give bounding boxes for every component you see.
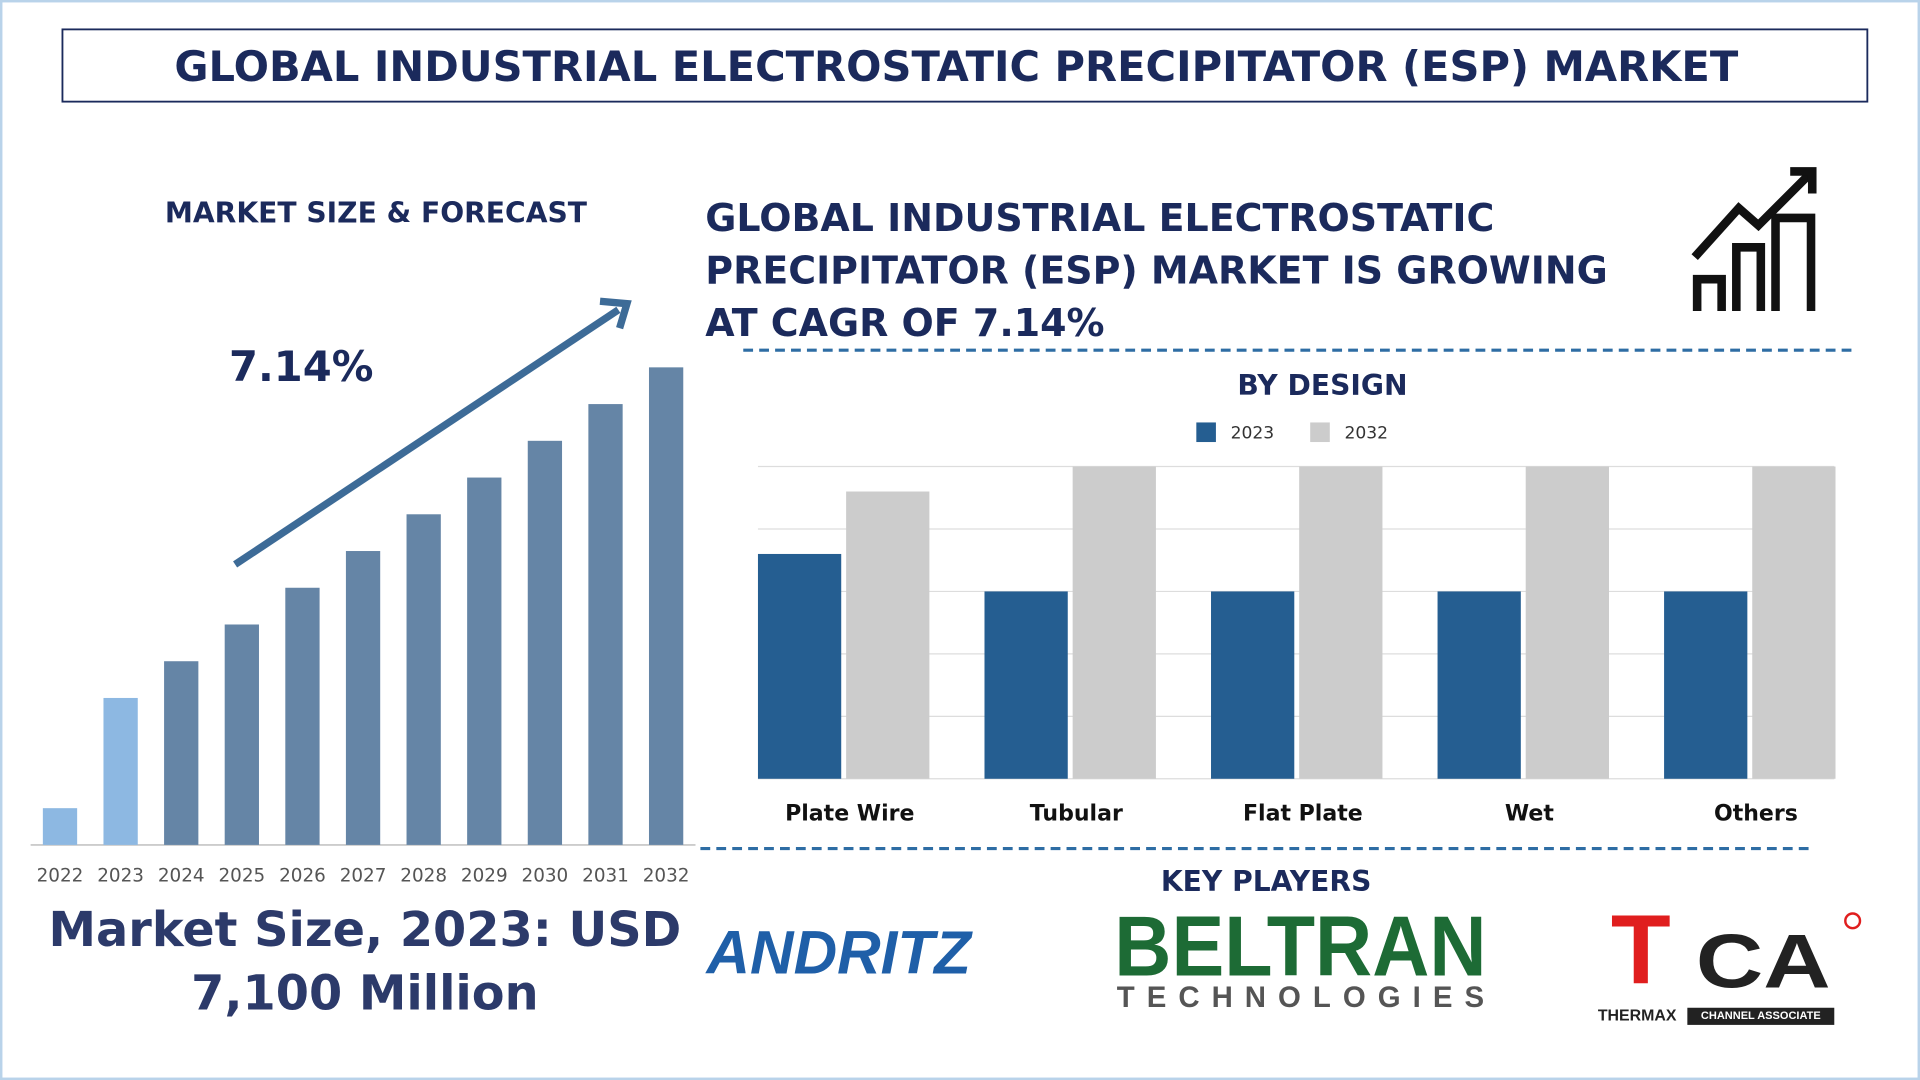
legend-label: 2032	[1344, 423, 1388, 443]
logo: CHANNEL ASSOCIATE	[1701, 1010, 1821, 1022]
bar	[224, 624, 259, 845]
legend-label: 2023	[1231, 423, 1275, 443]
bar	[103, 697, 138, 845]
bar	[648, 367, 684, 845]
bar	[345, 551, 381, 845]
forecast-heading: MARKET SIZE & FORECAST	[165, 196, 588, 229]
x-tick-label: Others	[1714, 801, 1798, 826]
x-tick-label: Wet	[1505, 801, 1554, 826]
x-tick-label: Tubular	[1030, 801, 1123, 826]
legend-swatch	[1310, 422, 1330, 443]
x-tick-label: 2025	[218, 866, 265, 887]
x-tick-label: 2024	[158, 866, 205, 887]
icon-bar	[1771, 213, 1816, 312]
icon-arrow-head	[1790, 167, 1817, 194]
x-tick-label: 2022	[37, 866, 84, 887]
bar	[42, 808, 78, 845]
logo-mark	[1844, 912, 1862, 930]
bar	[164, 661, 199, 845]
x-tick-label: Flat Plate	[1243, 801, 1363, 826]
bar	[406, 514, 441, 845]
logo: BELTRAN	[1114, 898, 1486, 994]
bar	[1211, 591, 1295, 779]
bar	[1299, 466, 1383, 779]
growth-icon	[1691, 167, 1817, 312]
bar	[1072, 466, 1156, 779]
icon-arrow	[1691, 170, 1813, 261]
x-tick-label: 2029	[461, 866, 508, 887]
bar	[588, 404, 623, 845]
icon-bar	[1692, 274, 1726, 312]
bar	[846, 491, 930, 779]
growth-statement: PRECIPITATOR (ESP) MARKET IS GROWING	[705, 249, 1607, 293]
x-tick-label: 2032	[643, 866, 690, 887]
title: GLOBAL INDUSTRIAL ELECTROSTATIC PRECIPIT…	[174, 42, 1739, 91]
bar	[984, 591, 1068, 779]
bar	[1525, 466, 1609, 779]
logo-bar	[1687, 1007, 1835, 1025]
market-size: 7,100 Million	[191, 967, 538, 1022]
title-box	[61, 28, 1869, 103]
key-players-heading: KEY PLAYERS	[1161, 865, 1371, 898]
icon-bar	[1732, 243, 1766, 312]
legend-swatch	[1196, 422, 1216, 443]
growth-statement: GLOBAL INDUSTRIAL ELECTROSTATIC	[705, 196, 1494, 240]
x-tick-label: 2028	[400, 866, 447, 887]
x-tick-label: 2026	[279, 866, 326, 887]
x-tick-label: 2031	[582, 866, 629, 887]
bar	[285, 587, 320, 845]
bar	[467, 477, 502, 845]
x-tick-label: 2023	[97, 866, 144, 887]
bar	[1752, 466, 1836, 779]
x-tick-label: 2030	[522, 866, 569, 887]
logo: THERMAX	[1598, 1008, 1677, 1025]
logo: T	[1611, 894, 1671, 1004]
arrow-shaft	[233, 306, 621, 568]
bar	[757, 553, 842, 779]
trend-arrow	[233, 297, 632, 568]
x-tick-label: Plate Wire	[785, 801, 914, 826]
x-tick-label: 2027	[340, 866, 387, 887]
logo: ANDRITZ	[705, 919, 974, 987]
arrow-head	[599, 297, 632, 330]
bar	[1664, 591, 1748, 779]
logo: CA	[1696, 919, 1831, 1004]
growth-statement: AT CAGR OF 7.14%	[705, 301, 1104, 345]
bar	[527, 440, 563, 845]
bar	[1437, 591, 1521, 779]
cagr-label: 7.14%	[229, 342, 373, 391]
market-size: Market Size, 2023: USD	[49, 903, 682, 958]
chart-title: BY DESIGN	[1237, 369, 1407, 402]
